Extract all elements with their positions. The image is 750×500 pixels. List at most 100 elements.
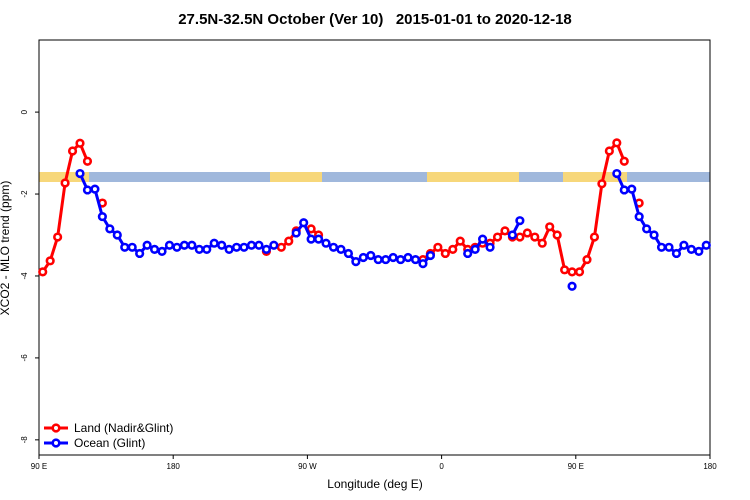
- data-point: [269, 240, 279, 250]
- chart-title: 27.5N-32.5N October (Ver 10) 2015-01-01 …: [178, 11, 572, 28]
- data-point: [560, 265, 570, 275]
- data-point: [612, 138, 622, 148]
- data-point: [567, 267, 577, 277]
- data-point: [217, 240, 227, 250]
- data-point: [231, 242, 242, 252]
- x-tick-label: 180: [703, 462, 717, 471]
- land-mask-strip: [39, 172, 710, 182]
- data-point: [634, 211, 644, 222]
- data-point: [187, 240, 197, 250]
- data-point: [410, 254, 421, 265]
- data-point: [545, 222, 555, 232]
- data-point: [261, 244, 271, 254]
- data-point: [589, 232, 600, 242]
- data-point: [306, 234, 316, 244]
- data-point: [254, 240, 264, 250]
- data-point: [75, 168, 85, 179]
- data-point: [448, 244, 458, 254]
- data-point: [224, 244, 234, 254]
- data-point: [515, 216, 525, 226]
- x-tick-label: 90 E: [568, 462, 584, 471]
- data-point: [701, 240, 711, 250]
- data-point: [679, 240, 689, 250]
- plot-frame: [38, 39, 711, 456]
- data-point: [627, 184, 637, 194]
- data-point: [664, 242, 674, 252]
- data-point: [336, 244, 346, 254]
- x-tick-label: 90 E: [31, 462, 47, 471]
- data-point: [649, 230, 659, 240]
- data-point: [604, 146, 614, 156]
- series: [75, 168, 711, 291]
- data-point: [142, 240, 152, 250]
- data-point: [530, 232, 540, 242]
- data-point: [425, 250, 436, 261]
- data-point: [485, 242, 495, 252]
- data-point: [82, 185, 93, 195]
- data-point: [202, 244, 212, 254]
- data-point: [470, 244, 480, 254]
- y-tick-label: -8: [20, 436, 29, 444]
- data-point: [164, 240, 175, 250]
- land-strip: [563, 172, 627, 182]
- data-point: [299, 218, 309, 228]
- data-point: [440, 248, 450, 259]
- data-point: [120, 242, 130, 252]
- data-point: [239, 242, 249, 252]
- data-point: [537, 238, 547, 248]
- data-point: [313, 234, 324, 244]
- data-point: [582, 254, 592, 265]
- data-point: [686, 244, 696, 254]
- data-point: [373, 254, 383, 265]
- data-point: [276, 242, 286, 252]
- data-point: [418, 259, 428, 269]
- legend-marker: [51, 423, 61, 433]
- data-point: [291, 228, 301, 238]
- data-point: [194, 244, 204, 254]
- data-point: [351, 257, 361, 267]
- data-point: [284, 236, 294, 246]
- legend-marker: [51, 438, 61, 448]
- data-point: [246, 240, 257, 250]
- data-point: [522, 228, 532, 238]
- y-tick-label: -4: [20, 272, 29, 280]
- data-point: [343, 248, 354, 259]
- data-point: [45, 256, 55, 266]
- data-point: [552, 230, 562, 240]
- data-point: [388, 252, 398, 263]
- data-point: [105, 224, 115, 234]
- data-point: [172, 242, 182, 252]
- data-point: [515, 232, 525, 242]
- data-point: [157, 246, 167, 256]
- data-point: [642, 224, 652, 234]
- land-strip: [270, 172, 322, 182]
- ocean-strip: [39, 172, 710, 182]
- data-point: [656, 242, 667, 252]
- data-point: [567, 281, 577, 291]
- data-point: [328, 242, 339, 252]
- y-tick-label: 0: [20, 109, 29, 114]
- y-tick-label: -6: [20, 354, 29, 362]
- data-point: [671, 248, 682, 259]
- data-point: [75, 138, 85, 148]
- data-point: [395, 254, 406, 265]
- data-point: [507, 230, 518, 240]
- y-tick-label: -2: [20, 190, 29, 198]
- data-point: [619, 185, 629, 195]
- legend-label: Ocean (Glint): [74, 436, 145, 450]
- series-line: [41, 140, 89, 273]
- land-strip: [427, 172, 519, 182]
- x-tick-label: 90 W: [298, 462, 317, 471]
- data-point: [403, 252, 413, 263]
- data-point: [53, 232, 63, 242]
- data-point: [112, 230, 122, 240]
- data-point: [433, 242, 443, 252]
- data-point: [97, 211, 107, 222]
- data-point: [60, 178, 70, 188]
- data-point: [597, 179, 607, 189]
- data-point: [127, 242, 137, 252]
- data-point: [38, 267, 48, 277]
- data-point: [492, 232, 503, 242]
- data-point: [612, 168, 622, 179]
